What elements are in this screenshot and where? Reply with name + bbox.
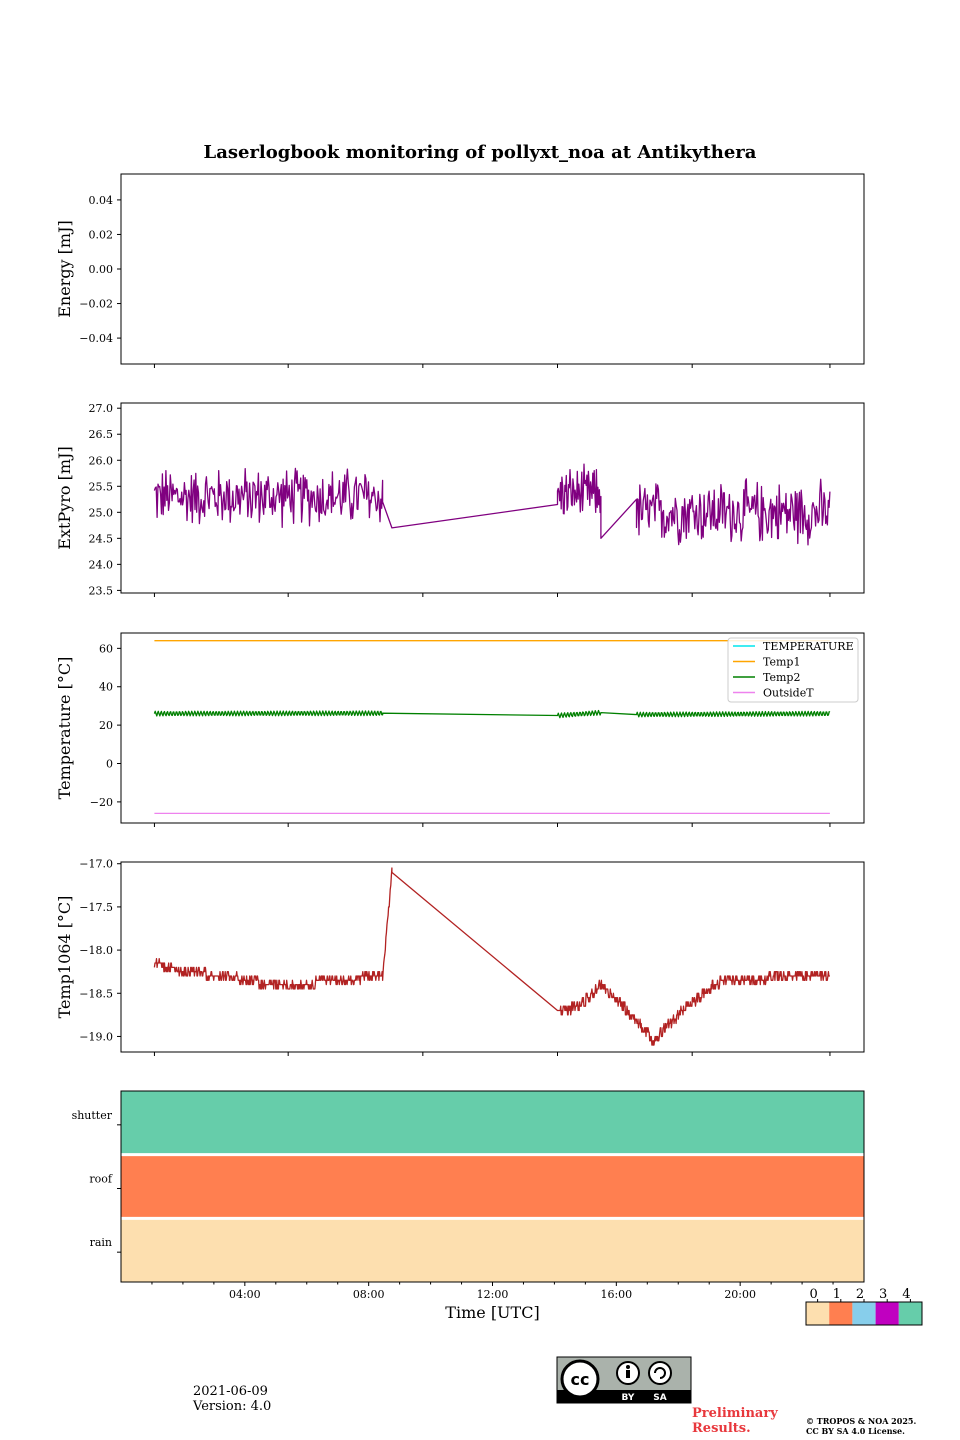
heatmap-row-rain	[121, 1218, 864, 1282]
y-tick-label: 26.0	[89, 454, 114, 467]
colorbar-cell-3	[875, 1302, 899, 1325]
colorbar-label: 3	[879, 1287, 887, 1302]
x-tick-label: 12:00	[477, 1288, 509, 1301]
footer-version: Version: 4.0	[193, 1399, 272, 1414]
y-axis-label: Temp1064 [°C]	[55, 896, 74, 1019]
footer-date: 2021-06-09	[193, 1384, 268, 1399]
temp1064-series-line	[153, 867, 831, 1046]
panel-0: 0.04 0.02 0.00 −0.02 −0.04 Energy [mJ]	[55, 173, 865, 368]
figure-title: Laserlogbook monitoring of pollyxt_noa a…	[204, 142, 757, 163]
x-tick-label: 16:00	[600, 1288, 632, 1301]
copyright-note: © TROPOS & NOA 2025. CC BY SA 4.0 Licens…	[806, 1416, 916, 1436]
y-tick-label: 26.5	[89, 428, 114, 441]
y-axis-label: Temperature [°C]	[55, 657, 74, 800]
colorbar-label: 0	[809, 1287, 817, 1302]
y-tick-label: −19.0	[79, 1030, 113, 1043]
y-tick-label: 25.5	[89, 480, 114, 493]
x-tick-label: 04:00	[229, 1288, 261, 1301]
colorbar-cell-4	[898, 1302, 922, 1325]
y-tick-label: 24.0	[89, 558, 114, 571]
svg-text:cc: cc	[571, 1370, 590, 1389]
row-label: rain	[90, 1236, 112, 1249]
y-tick-label: 24.5	[89, 532, 114, 545]
copyright-line-1: © TROPOS & NOA 2025.	[806, 1416, 917, 1426]
axes-frame	[120, 402, 865, 594]
legend-label: Temp1	[763, 656, 800, 669]
cc-by-sa-license-icon: cc BY SA	[556, 1356, 692, 1404]
y-tick-label: 27.0	[89, 402, 114, 415]
legend-label: TEMPERATURE	[763, 640, 854, 653]
y-tick-label: −0.04	[79, 332, 113, 345]
y-tick-label: −17.5	[79, 901, 113, 914]
license-by-text: BY	[622, 1393, 635, 1403]
copyright-line-2: CC BY SA 4.0 License.	[806, 1426, 905, 1436]
y-tick-label: 0	[106, 758, 113, 771]
heatmap-row-roof	[121, 1154, 864, 1219]
colorbar-cell-2	[852, 1302, 876, 1325]
preliminary-line-2: Results.	[692, 1421, 751, 1436]
axes-frame	[120, 632, 865, 824]
panel-3: −17.0 −17.5 −18.0 −18.5 −19.0 Temp1064 [°C]	[55, 858, 865, 1056]
x-tick-label: 08:00	[353, 1288, 385, 1301]
license-sa-text: SA	[653, 1393, 666, 1403]
y-tick-label: 0.04	[89, 194, 114, 207]
row-label: roof	[89, 1173, 113, 1186]
colorbar-label: 1	[833, 1287, 841, 1302]
x-tick-label: 20:00	[724, 1288, 756, 1301]
y-tick-label: −20	[90, 796, 113, 809]
y-tick-label: 0.00	[89, 263, 114, 276]
colorbar-cell-1	[829, 1302, 853, 1325]
y-tick-label: −0.02	[79, 298, 113, 311]
x-axis-label: Time [UTC]	[445, 1303, 539, 1322]
legend-label: Temp2	[763, 671, 800, 684]
panel-1: 27.0 26.5 26.0 25.5 25.0 24.5 24.0 23.5 ExtPyro …	[55, 402, 865, 597]
preliminary-results-note: Preliminary Results.	[692, 1406, 778, 1436]
y-tick-label: 40	[99, 681, 113, 694]
y-tick-label: 20	[99, 719, 113, 732]
legend-box	[727, 637, 859, 703]
extpyro-series-line	[153, 463, 831, 546]
series-line-temp2	[153, 709, 831, 719]
colorbar-label: 4	[902, 1287, 910, 1302]
row-label: shutter	[72, 1109, 113, 1122]
y-tick-label: −17.0	[79, 858, 113, 871]
y-axis-label: Energy [mJ]	[55, 220, 74, 318]
chart-legend: TEMPERATURE Temp1 Temp2 OutsideT	[727, 637, 859, 703]
preliminary-line-1: Preliminary	[692, 1406, 778, 1421]
y-tick-label: 25.0	[89, 506, 114, 519]
axes-frame	[120, 173, 865, 365]
y-tick-label: −18.0	[79, 944, 113, 957]
colorbar-label: 2	[856, 1287, 864, 1302]
legend-label: OutsideT	[763, 687, 814, 700]
status-heatmap: shutter roof rain 04:00 08:00 12:00 16:00 20:00…	[72, 1090, 865, 1322]
axes-frame	[120, 861, 865, 1053]
heatmap-row-shutter	[121, 1091, 864, 1155]
panel-2: 60 40 20 0 −20 Temperature [°C] TEMPERATURE Tem…	[55, 632, 865, 827]
y-tick-label: 23.5	[89, 584, 114, 597]
colorbar-frame	[805, 1301, 923, 1326]
y-tick-label: −18.5	[79, 987, 113, 1000]
y-tick-label: 0.02	[89, 228, 114, 241]
y-axis-label: ExtPyro [mJ]	[55, 446, 74, 549]
colorbar-cell-0	[806, 1302, 830, 1325]
y-tick-label: 60	[99, 642, 113, 655]
